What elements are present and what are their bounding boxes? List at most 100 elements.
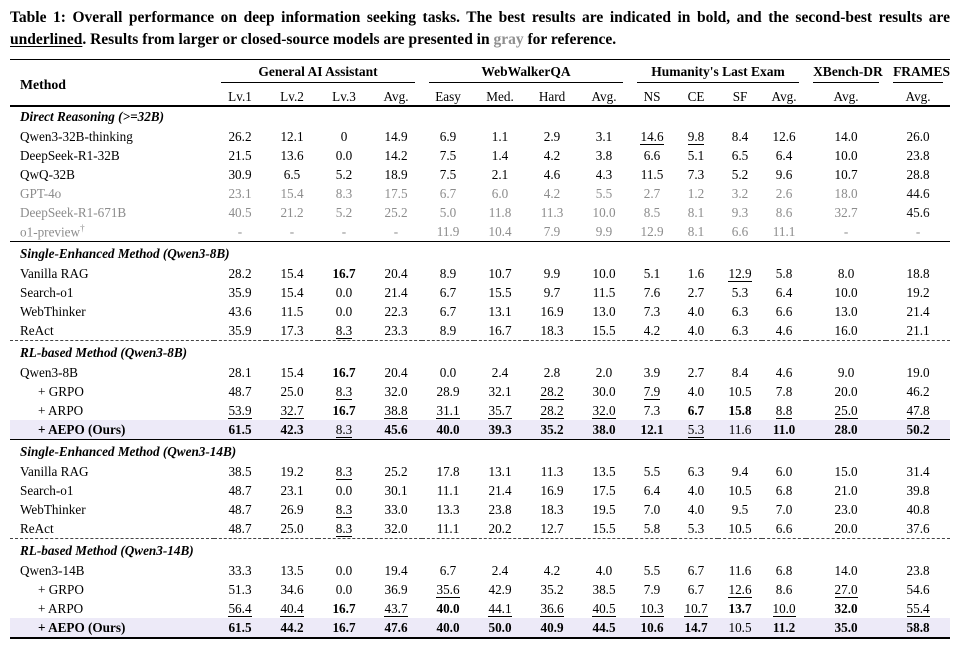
metric-value: 8.8 [775, 402, 793, 419]
metric-cell: 32.7 [266, 401, 318, 420]
metric-value: 47.8 [906, 402, 930, 419]
table-row: Qwen3-8B 28.1 15.4 16.7 20.4 0.0 2.4 2.8 2.0 3.9 2… [10, 363, 950, 382]
metric-cell: 6.5 [731, 147, 749, 163]
metric-cell: 2.7 [687, 364, 705, 380]
section-title: Single-Enhanced Method (Qwen3-14B) [10, 439, 951, 462]
metric-cell: - [237, 223, 243, 239]
metric-value: 40.0 [436, 619, 460, 635]
metric-cell: 7.9 [643, 581, 661, 597]
metric-cell: 13.0 [834, 303, 858, 319]
table-row: Search-o1 48.7 23.1 0.0 30.1 11.1 21.4 16.9 17.5… [10, 481, 950, 500]
metric-cell: 6.3 [687, 463, 705, 479]
metric-cell: 7.5 [439, 147, 457, 163]
metric-cell: 5.5 [595, 185, 613, 201]
metric-cell: 4.2 [543, 147, 561, 163]
metric-cell: 10.4 [488, 223, 512, 239]
metric-cell: 12.9 [640, 223, 664, 239]
metric-value: 28.2 [540, 383, 564, 400]
metric-cell: 8.3 [318, 462, 370, 481]
metric-cell: 5.1 [643, 265, 661, 281]
metric-value: 43.7 [384, 600, 408, 617]
metric-cell: 12.9 [718, 264, 762, 283]
metric-cell: 8.6 [775, 581, 793, 597]
metric-value: 9.8 [687, 128, 705, 145]
metric-cell: 28.2 [526, 401, 578, 420]
metric-cell: 20.4 [384, 364, 408, 380]
metric-cell: 23.1 [228, 185, 252, 201]
metric-cell: 44.2 [266, 618, 318, 638]
metric-value: 35.6 [436, 581, 460, 598]
table-row: + GRPO 51.3 34.6 0.0 36.9 35.6 42.9 35.2 38.5 7.9… [10, 580, 950, 599]
metric-cell: 0.0 [335, 284, 353, 300]
method-cell: + AEPO (Ours) [38, 421, 126, 437]
metric-cell: 6.6 [775, 303, 793, 319]
benchmark-group-header: FRAMES [886, 60, 950, 83]
metric-cell: 13.3 [436, 501, 460, 517]
metric-cell: 17.8 [436, 463, 460, 479]
table-row: GPT-4o 23.1 15.4 8.3 17.5 6.7 6.0 4.2 5.5 2.7 1.2 3… [10, 184, 950, 203]
benchmark-group-label: General AI Assistant [221, 64, 416, 83]
metric-cell: 32.0 [578, 401, 630, 420]
metric-value: 40.9 [540, 619, 564, 635]
metric-cell: 6.7 [439, 185, 457, 201]
metric-value: 11.2 [772, 619, 796, 635]
metric-value: 45.6 [906, 204, 930, 220]
metric-cell: 21.4 [906, 303, 930, 319]
metric-cell: 21.5 [228, 147, 252, 163]
metric-cell: 1.6 [687, 265, 705, 281]
metric-value: 7.9 [643, 383, 661, 400]
metric-cell: 2.9 [543, 128, 561, 144]
metric-cell: 4.0 [687, 303, 705, 319]
metric-value: 53.9 [228, 402, 252, 419]
metric-cell: 32.0 [384, 383, 408, 399]
metric-value: 28.2 [540, 402, 564, 419]
metric-cell: 6.7 [439, 284, 457, 300]
metric-cell: 50.2 [886, 420, 950, 440]
metric-cell: 17.5 [384, 185, 408, 201]
metric-cell: 21.2 [280, 204, 304, 220]
metric-cell: 61.5 [214, 618, 266, 638]
metric-cell: 37.6 [906, 520, 930, 536]
metric-cell: 2.7 [687, 284, 705, 300]
metric-cell: 31.4 [906, 463, 930, 479]
metric-cell: 32.0 [384, 520, 408, 536]
section-header-row: Direct Reasoning (>=32B) [10, 106, 950, 127]
metric-cell: 10.7 [674, 599, 718, 618]
metric-cell: 18.9 [384, 166, 408, 182]
metric-cell: 38.5 [228, 463, 252, 479]
metric-value: 27.0 [834, 581, 858, 598]
table-row: + AEPO (Ours) 61.5 42.3 8.3 45.6 40.0 39.3 35.2… [10, 420, 951, 440]
metric-cell: 40.5 [578, 599, 630, 618]
metric-value: 8.3 [335, 322, 353, 339]
metric-cell: 20.0 [834, 383, 858, 399]
metric-column-header: Avg. [886, 83, 951, 107]
metric-cell: 45.6 [886, 203, 950, 222]
metric-cell: 16.7 [318, 599, 370, 618]
metric-cell: 26.0 [906, 128, 930, 144]
metric-cell: 14.6 [630, 127, 674, 146]
metric-cell: 9.9 [595, 223, 613, 239]
metric-cell: 6.4 [775, 284, 793, 300]
metric-cell: 10.6 [630, 618, 674, 638]
metric-cell: 8.5 [643, 204, 661, 220]
metric-cell: 14.7 [674, 618, 718, 638]
metric-cell: 25.2 [384, 204, 408, 220]
metric-cell: 8.0 [837, 265, 855, 281]
metric-cell: 18.8 [906, 265, 930, 281]
metric-cell: 28.0 [806, 420, 886, 440]
metric-column-header: Avg. [578, 83, 631, 107]
metric-cell: 12.7 [540, 520, 564, 536]
table-row: + GRPO 48.7 25.0 8.3 32.0 28.9 32.1 28.2 30.0 7.9… [10, 382, 950, 401]
metric-cell: 26.2 [228, 128, 252, 144]
metric-value: 16.7 [332, 364, 356, 380]
method-cell: GPT-4o [20, 185, 62, 201]
metric-cell: 8.3 [318, 321, 370, 341]
metric-value: 50.2 [906, 421, 930, 437]
method-cell: ReAct [20, 322, 54, 338]
dagger-mark: † [80, 222, 85, 233]
metric-cell: 2.0 [595, 364, 613, 380]
metric-column-header: Avg. [762, 83, 807, 107]
section-title: RL-based Method (Qwen3-14B) [10, 538, 951, 561]
metric-cell: 61.5 [214, 420, 266, 440]
metric-cell: 21.4 [488, 482, 512, 498]
